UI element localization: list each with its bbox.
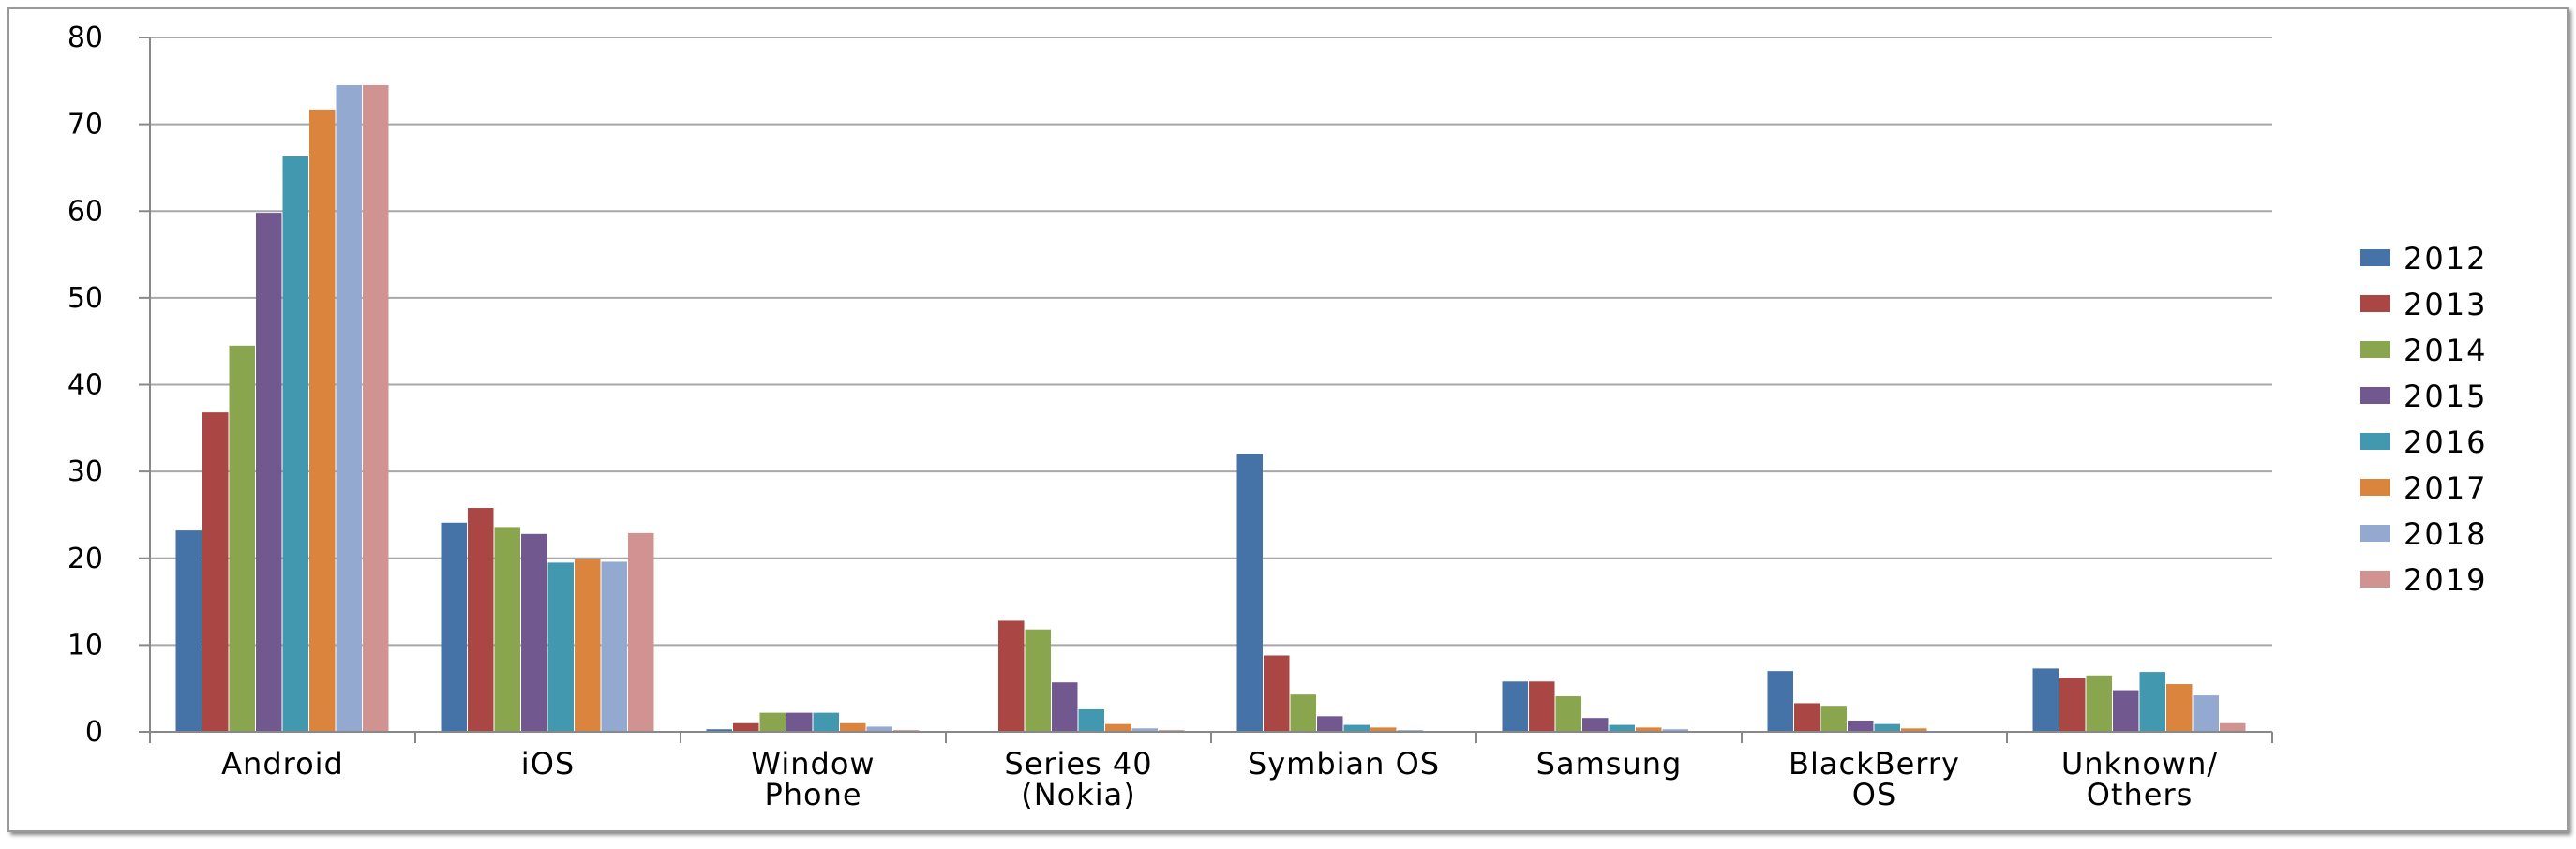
bar xyxy=(1636,727,1662,732)
bar xyxy=(229,345,255,732)
y-tick-label: 50 xyxy=(67,282,103,315)
bar xyxy=(2113,690,2139,732)
legend-label: 2018 xyxy=(2404,516,2487,552)
bar xyxy=(521,533,547,732)
bar xyxy=(336,84,362,733)
bar xyxy=(2166,684,2193,732)
bar xyxy=(547,562,574,732)
bar xyxy=(2059,678,2086,732)
bar xyxy=(733,722,759,732)
bar xyxy=(1078,708,1104,732)
bar xyxy=(1848,720,1874,732)
bar xyxy=(866,726,892,732)
legend-label: 2017 xyxy=(2404,470,2487,506)
x-category-label: OS xyxy=(1852,777,1897,812)
bar xyxy=(1901,728,1927,732)
bar xyxy=(575,559,601,732)
bar xyxy=(1820,706,1847,732)
bar xyxy=(601,561,627,732)
legend-label: 2013 xyxy=(2404,287,2487,322)
bar xyxy=(786,712,813,732)
x-category-label: Unknown/ xyxy=(2061,746,2218,782)
bar xyxy=(2032,668,2059,732)
bars xyxy=(175,84,2246,733)
bar xyxy=(2139,672,2165,732)
bar xyxy=(840,722,866,732)
bar xyxy=(441,522,467,732)
bar xyxy=(175,530,202,732)
bar xyxy=(1343,724,1370,732)
bar xyxy=(1502,681,1528,732)
legend-swatch xyxy=(2360,433,2390,450)
legend-swatch xyxy=(2360,295,2390,312)
bar xyxy=(1131,728,1158,732)
bar xyxy=(1767,671,1793,732)
y-tick-label: 40 xyxy=(67,369,103,402)
bar xyxy=(363,84,389,733)
bar xyxy=(1264,655,1290,732)
bar xyxy=(1025,629,1051,732)
bar xyxy=(1555,696,1581,732)
bar xyxy=(1662,729,1688,732)
legend-label: 2015 xyxy=(2404,379,2487,414)
legend-label: 2014 xyxy=(2404,333,2487,368)
bar xyxy=(1105,723,1131,732)
bar xyxy=(1582,718,1609,732)
legend: 2012 2013 2014 2015 2016 2017 2018 2019 xyxy=(2360,241,2487,598)
bar xyxy=(309,109,336,732)
bar xyxy=(2086,675,2112,732)
bar xyxy=(1609,724,1635,732)
bar xyxy=(998,620,1025,732)
bar xyxy=(706,729,732,732)
x-category-label: Series 40 xyxy=(1004,746,1152,782)
bar xyxy=(256,213,282,733)
bar xyxy=(2220,722,2246,732)
x-category-label: BlackBerry xyxy=(1789,746,1960,782)
bar xyxy=(468,508,494,732)
legend-label: 2016 xyxy=(2404,424,2487,460)
legend-label: 2019 xyxy=(2404,562,2487,598)
bar xyxy=(813,712,839,732)
x-category-label: Others xyxy=(2087,777,2194,812)
bar xyxy=(1052,682,1078,732)
bar xyxy=(282,156,308,733)
y-tick-label: 60 xyxy=(67,195,103,228)
y-tick-label: 0 xyxy=(85,716,103,749)
bar xyxy=(1794,703,1820,732)
y-tick-label: 10 xyxy=(67,629,103,662)
bar xyxy=(759,712,786,732)
x-category-label: iOS xyxy=(521,746,575,782)
y-tick-label: 70 xyxy=(67,109,103,142)
bar xyxy=(1290,694,1316,732)
bar xyxy=(494,527,520,732)
bar xyxy=(1529,681,1555,732)
bar xyxy=(628,532,654,732)
y-tick-label: 80 xyxy=(67,22,103,54)
legend-swatch xyxy=(2360,571,2390,588)
x-category-label: Window xyxy=(751,746,875,782)
legend-label: 2012 xyxy=(2404,241,2487,276)
bar xyxy=(2193,695,2219,732)
y-tick-label: 30 xyxy=(67,455,103,488)
x-category-label: Android xyxy=(221,746,344,782)
x-category-label: Phone xyxy=(764,777,861,812)
bar xyxy=(1370,727,1397,732)
legend-swatch xyxy=(2360,387,2390,404)
bar xyxy=(202,412,229,732)
legend-swatch xyxy=(2360,341,2390,358)
legend-swatch xyxy=(2360,479,2390,496)
y-tick-label: 20 xyxy=(67,543,103,575)
x-category-label: Samsung xyxy=(1536,746,1683,782)
bar xyxy=(1317,716,1343,732)
bar xyxy=(1236,454,1263,732)
legend-swatch xyxy=(2360,249,2390,266)
bar xyxy=(1874,723,1900,732)
x-category-label: (Nokia) xyxy=(1021,777,1136,812)
legend-swatch xyxy=(2360,525,2390,542)
x-category-label: Symbian OS xyxy=(1248,746,1440,782)
